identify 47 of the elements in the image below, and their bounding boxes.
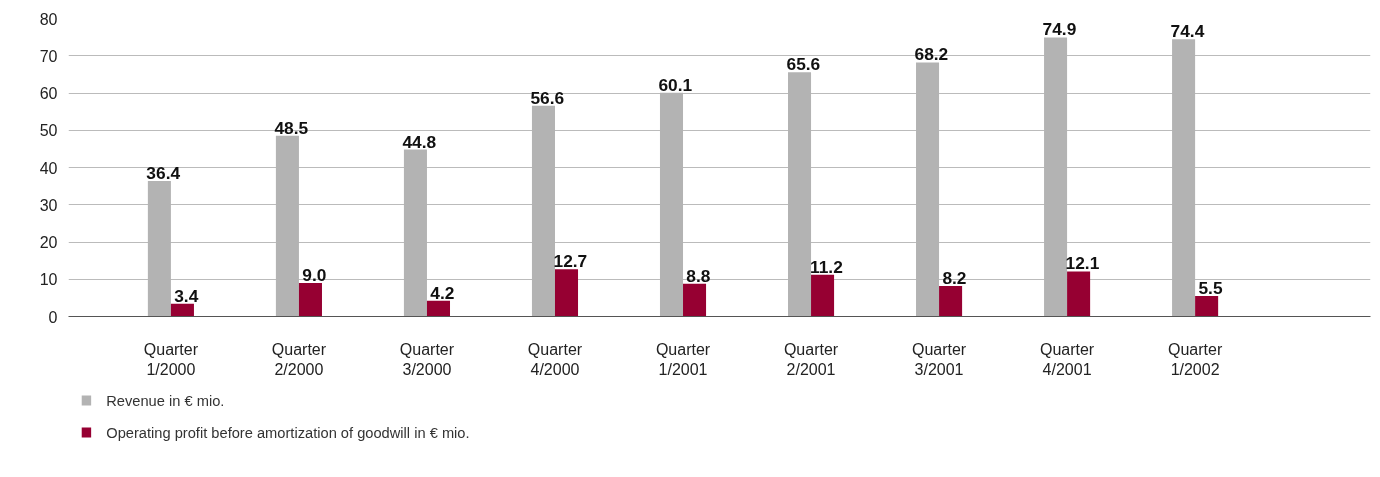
x-tick-label: Quarter 4/2000 xyxy=(527,340,583,378)
x-tick-label: Quarter 4/2001 xyxy=(1039,340,1095,378)
data-label: 8.2 xyxy=(942,267,967,288)
y-tick-label: 30 xyxy=(39,196,58,214)
data-label: 3.4 xyxy=(174,285,199,306)
bar xyxy=(426,300,451,317)
bar xyxy=(1067,271,1091,317)
data-label: 11.2 xyxy=(810,256,843,277)
y-tick-label: 10 xyxy=(39,271,58,289)
bar xyxy=(939,285,963,317)
x-tick-label: Quarter 1/2001 xyxy=(655,340,711,378)
legend-label: Operating profit before amortization of goodwill in € mio. xyxy=(106,424,470,441)
data-label: 56.6 xyxy=(530,87,565,108)
x-tick-label: Quarter 2/2000 xyxy=(271,340,327,378)
data-label: 44.8 xyxy=(402,131,437,152)
y-tick-label: 70 xyxy=(39,47,58,65)
data-label: 36.4 xyxy=(146,162,181,183)
data-label: 8.8 xyxy=(686,265,711,286)
bar xyxy=(811,274,835,317)
x-tick-label: Quarter 3/2001 xyxy=(911,340,967,378)
data-label: 5.5 xyxy=(1198,278,1223,299)
legend-label: Revenue in € mio. xyxy=(106,392,225,409)
data-label: 60.1 xyxy=(658,74,693,95)
data-label: 74.9 xyxy=(1042,19,1077,40)
data-label: 48.5 xyxy=(274,117,309,138)
bar xyxy=(298,282,322,317)
data-label: 9.0 xyxy=(302,264,327,285)
y-tick-label: 20 xyxy=(39,234,58,251)
bar xyxy=(554,269,579,317)
y-tick-label: 50 xyxy=(39,122,58,140)
x-tick-label: Quarter 1/2002 xyxy=(1167,340,1223,378)
data-label: 4.2 xyxy=(430,282,455,303)
y-tick-label: 0 xyxy=(48,308,58,326)
y-tick-label: 40 xyxy=(39,159,58,177)
y-tick-label: 60 xyxy=(39,85,58,102)
data-label: 74.4 xyxy=(1170,21,1205,42)
bar xyxy=(1195,296,1219,317)
data-label: 68.2 xyxy=(914,44,949,65)
x-tick-label: Quarter 2/2001 xyxy=(783,340,839,378)
y-tick-label: 80 xyxy=(39,10,58,28)
x-tick-label: Quarter 1/2000 xyxy=(143,340,199,378)
bar xyxy=(170,303,194,317)
x-tick-label: Quarter 3/2000 xyxy=(399,340,455,378)
bar xyxy=(683,283,707,317)
data-label: 12.1 xyxy=(1065,253,1100,274)
data-label: 65.6 xyxy=(786,54,821,75)
data-label: 12.7 xyxy=(553,251,588,272)
